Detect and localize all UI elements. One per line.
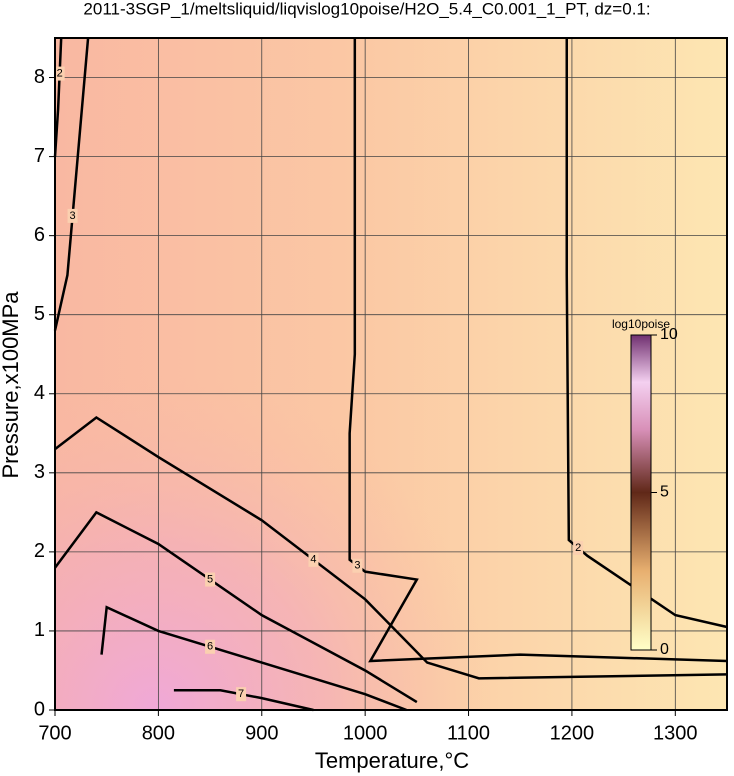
contour-label: 6	[207, 641, 213, 653]
y-tick-label: 2	[34, 540, 45, 562]
contour-label-bg	[352, 558, 363, 573]
contour-label-bg	[308, 552, 319, 567]
colorbar	[630, 334, 652, 651]
contour-label: 3	[354, 560, 360, 572]
x-tick-label: 1200	[550, 722, 595, 744]
y-tick-label: 3	[34, 461, 45, 483]
x-tick-label: 1100	[447, 722, 490, 744]
y-tick-label: 6	[34, 224, 45, 246]
contour-label: 7	[238, 688, 244, 700]
y-tick-label: 5	[34, 303, 45, 325]
contour-label: 2	[575, 542, 581, 554]
contour-label-bg	[205, 572, 216, 587]
contour-label: 4	[310, 554, 316, 566]
plot-shade	[55, 38, 727, 710]
contour-line	[53, 37, 63, 157]
y-tick-label: 8	[34, 66, 45, 88]
contour-label: 2	[57, 67, 63, 79]
x-tick-label: 800	[142, 722, 175, 744]
contour-label-bg	[573, 540, 584, 555]
contour-label: 3	[70, 210, 76, 222]
plot-frame	[54, 37, 728, 711]
colorbar-tick-label: 0	[660, 641, 669, 658]
y-tick-label: 7	[34, 145, 45, 167]
x-axis-label: Temperature,°C	[315, 748, 469, 773]
y-tick-label: 4	[34, 382, 45, 404]
contour-label-bg	[205, 639, 216, 654]
y-axis-label: Pressure,x100MPa	[0, 291, 23, 479]
colorbar-label: log10poise	[612, 317, 670, 331]
contour-label-bg	[54, 66, 65, 81]
contour-label: 5	[207, 573, 213, 585]
contour-label-bg	[236, 687, 247, 702]
colorbar-tick-label: 5	[660, 484, 669, 501]
x-tick-label: 900	[245, 722, 278, 744]
colorbar-tick-label: 10	[660, 326, 678, 343]
y-tick-label: 0	[34, 698, 45, 720]
y-tick-label: 1	[34, 619, 45, 641]
x-tick-label: 700	[38, 722, 71, 744]
x-tick-label: 1300	[653, 722, 698, 744]
x-tick-label: 1000	[343, 722, 388, 744]
chart-title: 2011-3SGP_1/meltsliquid/liqvislog10poise…	[83, 0, 650, 18]
contour-label-bg	[67, 208, 78, 223]
contour-line	[348, 38, 728, 663]
